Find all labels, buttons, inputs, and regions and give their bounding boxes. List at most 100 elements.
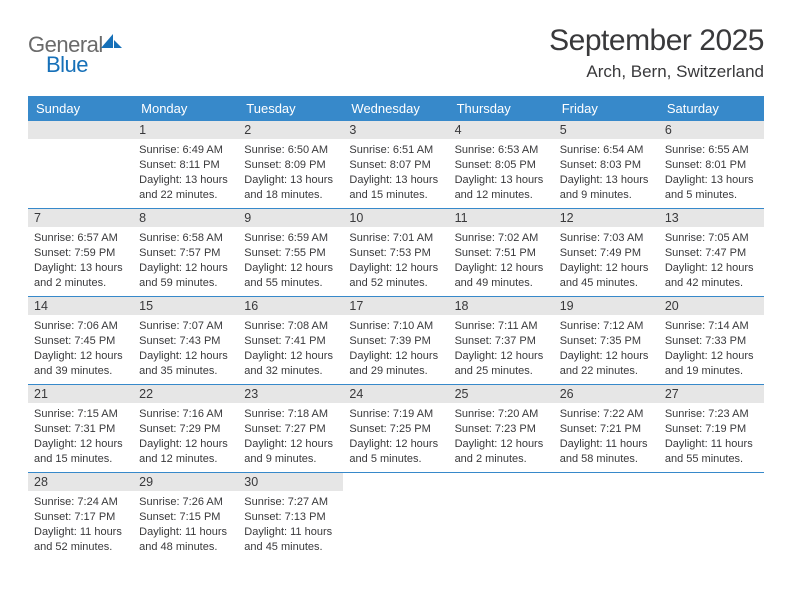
day-number [554, 472, 659, 491]
day-cell: Sunrise: 7:20 AMSunset: 7:23 PMDaylight:… [449, 404, 554, 472]
sunset-text: Sunset: 7:43 PM [139, 334, 232, 349]
sunset-text: Sunset: 7:37 PM [455, 334, 548, 349]
day-content: Sunrise: 7:15 AMSunset: 7:31 PMDaylight:… [28, 404, 133, 470]
daynum-cell: 13 [659, 208, 764, 228]
day-number: 15 [133, 296, 238, 315]
sunrise-text: Sunrise: 7:27 AM [244, 495, 337, 510]
week-daynum-row: 282930 [28, 472, 764, 492]
sunrise-text: Sunrise: 7:20 AM [455, 407, 548, 422]
daynum-cell: 19 [554, 296, 659, 316]
day-cell: Sunrise: 7:05 AMSunset: 7:47 PMDaylight:… [659, 228, 764, 296]
daylight-text: Daylight: 13 hours and 22 minutes. [139, 173, 232, 203]
day-content: Sunrise: 7:02 AMSunset: 7:51 PMDaylight:… [449, 228, 554, 294]
day-cell: Sunrise: 6:59 AMSunset: 7:55 PMDaylight:… [238, 228, 343, 296]
day-content: Sunrise: 6:58 AMSunset: 7:57 PMDaylight:… [133, 228, 238, 294]
sunrise-text: Sunrise: 7:07 AM [139, 319, 232, 334]
sunset-text: Sunset: 7:23 PM [455, 422, 548, 437]
sunrise-text: Sunrise: 7:02 AM [455, 231, 548, 246]
sunset-text: Sunset: 7:29 PM [139, 422, 232, 437]
daynum-cell: 1 [133, 120, 238, 140]
day-number: 19 [554, 296, 659, 315]
day-content: Sunrise: 7:20 AMSunset: 7:23 PMDaylight:… [449, 404, 554, 470]
logo-text-wrap: General Blue [28, 32, 125, 78]
sunrise-text: Sunrise: 7:01 AM [349, 231, 442, 246]
day-number [449, 472, 554, 491]
sunrise-text: Sunrise: 6:49 AM [139, 143, 232, 158]
sunset-text: Sunset: 7:19 PM [665, 422, 758, 437]
day-header-row: SundayMondayTuesdayWednesdayThursdayFrid… [28, 96, 764, 120]
sunrise-text: Sunrise: 7:26 AM [139, 495, 232, 510]
daylight-text: Daylight: 12 hours and 9 minutes. [244, 437, 337, 467]
daynum-cell: 3 [343, 120, 448, 140]
day-number: 7 [28, 208, 133, 227]
page-header: General Blue September 2025 Arch, Bern, … [28, 24, 764, 82]
daynum-cell: 15 [133, 296, 238, 316]
day-content: Sunrise: 7:10 AMSunset: 7:39 PMDaylight:… [343, 316, 448, 382]
day-cell: Sunrise: 6:53 AMSunset: 8:05 PMDaylight:… [449, 140, 554, 208]
day-cell: Sunrise: 6:54 AMSunset: 8:03 PMDaylight:… [554, 140, 659, 208]
day-number: 3 [343, 120, 448, 139]
daynum-cell [449, 472, 554, 492]
day-number: 1 [133, 120, 238, 139]
day-cell: Sunrise: 7:26 AMSunset: 7:15 PMDaylight:… [133, 492, 238, 560]
day-content: Sunrise: 6:55 AMSunset: 8:01 PMDaylight:… [659, 140, 764, 206]
day-number: 10 [343, 208, 448, 227]
day-cell [554, 492, 659, 560]
calendar-page: General Blue September 2025 Arch, Bern, … [0, 0, 792, 584]
day-content: Sunrise: 6:51 AMSunset: 8:07 PMDaylight:… [343, 140, 448, 206]
day-content: Sunrise: 7:27 AMSunset: 7:13 PMDaylight:… [238, 492, 343, 558]
day-cell [343, 492, 448, 560]
daylight-text: Daylight: 13 hours and 12 minutes. [455, 173, 548, 203]
daylight-text: Daylight: 11 hours and 52 minutes. [34, 525, 127, 555]
day-cell: Sunrise: 7:02 AMSunset: 7:51 PMDaylight:… [449, 228, 554, 296]
day-content [659, 492, 764, 499]
sunrise-text: Sunrise: 6:51 AM [349, 143, 442, 158]
daylight-text: Daylight: 11 hours and 58 minutes. [560, 437, 653, 467]
daylight-text: Daylight: 12 hours and 32 minutes. [244, 349, 337, 379]
day-content: Sunrise: 6:59 AMSunset: 7:55 PMDaylight:… [238, 228, 343, 294]
sunrise-text: Sunrise: 7:10 AM [349, 319, 442, 334]
day-cell: Sunrise: 7:27 AMSunset: 7:13 PMDaylight:… [238, 492, 343, 560]
sunset-text: Sunset: 7:51 PM [455, 246, 548, 261]
day-content: Sunrise: 7:14 AMSunset: 7:33 PMDaylight:… [659, 316, 764, 382]
daylight-text: Daylight: 11 hours and 55 minutes. [665, 437, 758, 467]
day-cell: Sunrise: 7:08 AMSunset: 7:41 PMDaylight:… [238, 316, 343, 384]
daynum-cell: 9 [238, 208, 343, 228]
sunset-text: Sunset: 7:27 PM [244, 422, 337, 437]
sunrise-text: Sunrise: 7:16 AM [139, 407, 232, 422]
daynum-cell: 20 [659, 296, 764, 316]
daylight-text: Daylight: 13 hours and 5 minutes. [665, 173, 758, 203]
day-content: Sunrise: 6:57 AMSunset: 7:59 PMDaylight:… [28, 228, 133, 294]
sunrise-text: Sunrise: 6:57 AM [34, 231, 127, 246]
sunset-text: Sunset: 7:15 PM [139, 510, 232, 525]
day-cell: Sunrise: 7:22 AMSunset: 7:21 PMDaylight:… [554, 404, 659, 472]
daynum-cell: 23 [238, 384, 343, 404]
daylight-text: Daylight: 12 hours and 55 minutes. [244, 261, 337, 291]
sunset-text: Sunset: 7:53 PM [349, 246, 442, 261]
sunset-text: Sunset: 7:39 PM [349, 334, 442, 349]
day-content: Sunrise: 7:16 AMSunset: 7:29 PMDaylight:… [133, 404, 238, 470]
daylight-text: Daylight: 11 hours and 48 minutes. [139, 525, 232, 555]
day-content: Sunrise: 7:11 AMSunset: 7:37 PMDaylight:… [449, 316, 554, 382]
day-number: 9 [238, 208, 343, 227]
sunset-text: Sunset: 7:55 PM [244, 246, 337, 261]
daylight-text: Daylight: 13 hours and 18 minutes. [244, 173, 337, 203]
daynum-cell: 2 [238, 120, 343, 140]
day-content: Sunrise: 7:23 AMSunset: 7:19 PMDaylight:… [659, 404, 764, 470]
daynum-cell: 18 [449, 296, 554, 316]
day-number: 22 [133, 384, 238, 403]
daynum-cell: 30 [238, 472, 343, 492]
daylight-text: Daylight: 13 hours and 15 minutes. [349, 173, 442, 203]
day-cell: Sunrise: 6:50 AMSunset: 8:09 PMDaylight:… [238, 140, 343, 208]
sunrise-text: Sunrise: 7:14 AM [665, 319, 758, 334]
daynum-cell: 6 [659, 120, 764, 140]
sunrise-text: Sunrise: 7:19 AM [349, 407, 442, 422]
day-cell: Sunrise: 7:10 AMSunset: 7:39 PMDaylight:… [343, 316, 448, 384]
calendar-table: SundayMondayTuesdayWednesdayThursdayFrid… [28, 96, 764, 560]
day-number: 26 [554, 384, 659, 403]
day-number: 5 [554, 120, 659, 139]
week-content-row: Sunrise: 7:06 AMSunset: 7:45 PMDaylight:… [28, 316, 764, 384]
daynum-cell: 8 [133, 208, 238, 228]
week-content-row: Sunrise: 6:49 AMSunset: 8:11 PMDaylight:… [28, 140, 764, 208]
daylight-text: Daylight: 12 hours and 49 minutes. [455, 261, 548, 291]
